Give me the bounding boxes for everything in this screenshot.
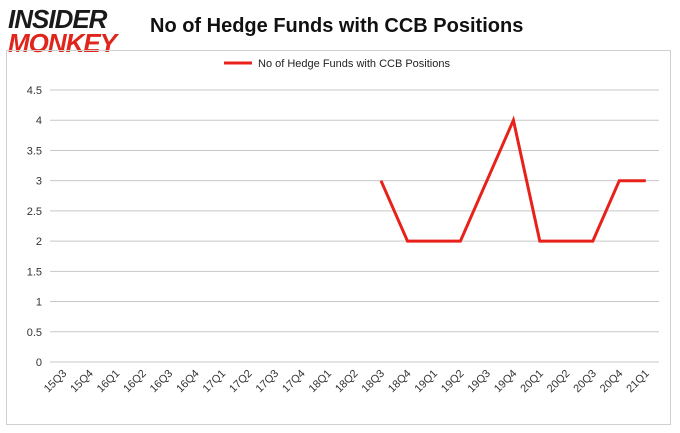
- y-tick-label: 0: [36, 357, 42, 369]
- x-tick-label: 18Q1: [307, 368, 335, 396]
- x-tick-label: 19Q1: [413, 368, 441, 396]
- x-tick-label: 16Q1: [95, 368, 123, 396]
- chart-title: No of Hedge Funds with CCB Positions: [150, 15, 524, 37]
- y-tick-label: 4.5: [27, 85, 42, 97]
- x-tick-label: 20Q2: [545, 368, 573, 396]
- y-axis-ticks: 0 0.5 1 1.5 2 2.5 3 3.5 4 4.5: [27, 85, 42, 369]
- x-tick-label: 17Q1: [201, 368, 229, 396]
- y-tick-label: 3: [36, 176, 42, 188]
- x-tick-label: 20Q3: [571, 368, 599, 396]
- y-tick-label: 2.5: [27, 206, 42, 218]
- x-tick-label: 19Q3: [465, 368, 493, 396]
- y-tick-label: 3.5: [27, 145, 42, 157]
- x-axis-ticks: 15Q315Q416Q116Q216Q316Q417Q117Q217Q317Q4…: [42, 368, 652, 396]
- logo-line-insider: INSIDER: [8, 4, 107, 34]
- x-tick-label: 15Q4: [68, 368, 96, 396]
- x-tick-label: 17Q3: [254, 368, 282, 396]
- x-tick-label: 19Q4: [492, 368, 520, 396]
- y-tick-label: 1: [36, 297, 42, 309]
- y-tick-label: 0.5: [27, 327, 42, 339]
- x-tick-label: 16Q3: [148, 368, 176, 396]
- x-tick-label: 19Q2: [439, 368, 467, 396]
- x-tick-label: 20Q4: [598, 368, 626, 396]
- x-tick-label: 15Q3: [42, 368, 70, 396]
- logo-line-monkey: MONKEY: [8, 28, 117, 58]
- y-tick-label: 1.5: [27, 266, 42, 278]
- x-tick-label: 16Q2: [121, 368, 149, 396]
- x-tick-label: 17Q2: [227, 368, 255, 396]
- insider-monkey-logo: INSIDER MONKEY: [8, 6, 130, 56]
- x-tick-label: 18Q2: [333, 368, 361, 396]
- x-tick-label: 20Q1: [518, 368, 546, 396]
- x-tick-label: 21Q1: [624, 368, 652, 396]
- x-tick-label: 18Q3: [360, 368, 388, 396]
- chart-frame: [6, 50, 671, 425]
- legend-label: No of Hedge Funds with CCB Positions: [258, 58, 450, 70]
- y-tick-label: 2: [36, 236, 42, 248]
- gridlines: [50, 89, 659, 363]
- series-layer: [379, 115, 646, 243]
- y-tick-label: 4: [36, 115, 42, 127]
- legend: No of Hedge Funds with CCB Positions: [224, 58, 450, 70]
- x-tick-label: 17Q4: [280, 368, 308, 396]
- x-tick-label: 16Q4: [174, 368, 202, 396]
- series-line: [379, 115, 646, 243]
- x-tick-label: 18Q4: [386, 368, 414, 396]
